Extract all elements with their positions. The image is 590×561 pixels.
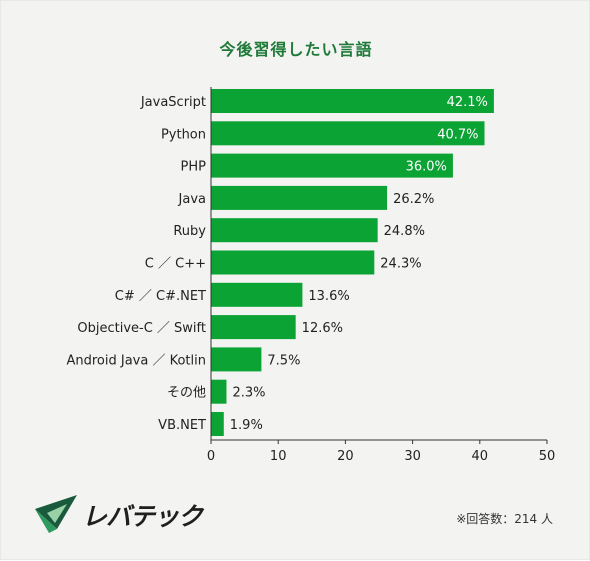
footnote: ※回答数：214 人 (456, 512, 553, 526)
value-label: 36.0% (406, 160, 447, 175)
bar (211, 121, 485, 146)
bar (211, 315, 296, 340)
value-label: 24.3% (380, 257, 421, 272)
bars-group (211, 89, 494, 436)
category-label: Android Java ／ Kotlin (66, 353, 206, 368)
x-axis-ticks: 0 10 20 30 40 50 (207, 440, 555, 464)
value-label: 24.8% (384, 224, 425, 239)
company-logo: レバテック (33, 495, 203, 535)
x-tick-label: 50 (539, 449, 556, 464)
category-labels: JavaScript Python PHP Java Ruby C ／ C++ C# ／ C… (66, 95, 206, 433)
x-tick-label: 40 (472, 449, 489, 464)
bar (211, 250, 375, 275)
category-label: Java (178, 192, 206, 207)
category-label: PHP (181, 160, 207, 175)
value-labels: 42.1% 40.7% 36.0% 26.2% 24.8% 24.3% 13.6% 12.6%… (230, 95, 488, 433)
bar (211, 347, 262, 372)
value-label: 2.3% (232, 386, 265, 401)
category-label: JavaScript (140, 95, 206, 110)
bar (211, 379, 227, 404)
category-label: VB.NET (158, 418, 206, 433)
x-tick-label: 10 (270, 449, 287, 464)
logo-text: レバテック (82, 502, 203, 531)
category-label: C ／ C++ (145, 257, 206, 272)
x-tick-label: 30 (404, 449, 421, 464)
bar (211, 89, 494, 113)
value-label: 1.9% (230, 418, 263, 433)
value-label: 26.2% (393, 192, 434, 207)
chart-title: 今後習得したい言語 (219, 40, 373, 59)
bar (211, 153, 453, 178)
value-label: 7.5% (267, 353, 300, 368)
category-label: C# ／ C#.NET (115, 289, 206, 304)
x-tick-label: 20 (337, 449, 354, 464)
bar (211, 282, 303, 307)
category-label: その他 (167, 386, 206, 401)
bar (211, 185, 388, 210)
value-label: 42.1% (447, 95, 488, 110)
category-label: Ruby (173, 224, 206, 239)
bar (211, 412, 224, 436)
value-label: 13.6% (308, 289, 349, 304)
value-label: 12.6% (302, 321, 343, 336)
x-tick-label: 0 (207, 449, 215, 464)
bar (211, 218, 378, 243)
levtech-logo-icon (35, 495, 77, 533)
category-label: Python (161, 127, 206, 142)
value-label: 40.7% (437, 127, 478, 142)
category-label: Objective-C ／ Swift (77, 321, 206, 336)
